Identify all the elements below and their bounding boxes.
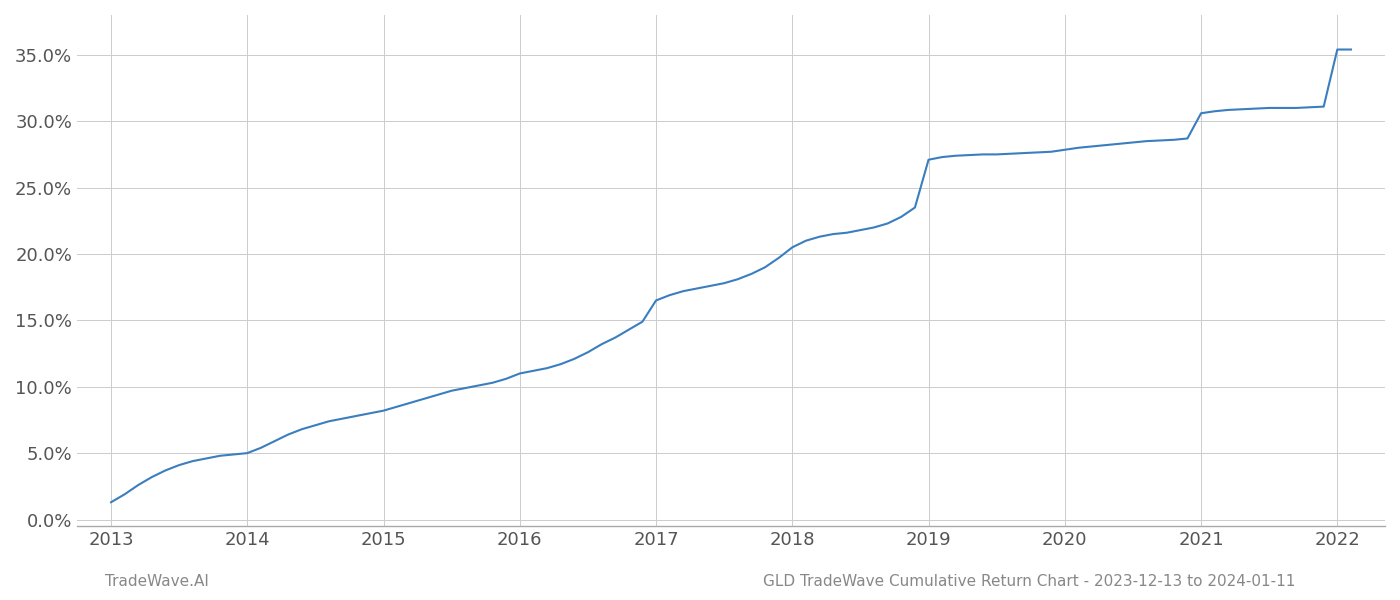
Text: GLD TradeWave Cumulative Return Chart - 2023-12-13 to 2024-01-11: GLD TradeWave Cumulative Return Chart - … <box>763 574 1295 589</box>
Text: TradeWave.AI: TradeWave.AI <box>105 574 209 589</box>
